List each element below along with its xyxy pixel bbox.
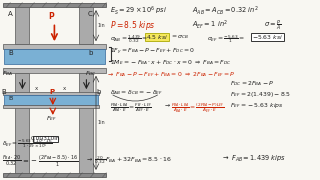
Text: $\frac{F_{BA} \cdot L_{BA}}{A_{BA} \cdot E} = \frac{(2F_{BA}-P)L_{EF}}{A_{EF} \c: $\frac{F_{BA} \cdot L_{BA}}{A_{BA} \cdot… [171,102,225,115]
Text: B: B [8,50,13,56]
Text: $F_{EF} = -5.63\ kips$: $F_{EF} = -5.63\ kips$ [230,101,284,110]
FancyBboxPatch shape [33,136,58,142]
Text: $= -\frac{(2F_{BA}-8.5) \cdot 16}{1}$: $= -\frac{(2F_{BA}-8.5) \cdot 16}{1}$ [21,154,78,170]
Text: P: P [49,89,54,96]
Polygon shape [15,73,29,173]
Polygon shape [15,7,29,44]
Text: $F_{EF}$: $F_{EF}$ [46,114,57,123]
Text: P: P [48,12,54,21]
Text: $\Sigma F_y = F_{BA} - P - F_{EF} + F_{DC} = 0$: $\Sigma F_y = F_{BA} - P - F_{EF} + F_{D… [110,47,196,57]
Text: $P = 8.5\ kips$: $P = 8.5\ kips$ [110,19,156,32]
Text: $A_{EF} = 1\ in^2$: $A_{EF} = 1\ in^2$ [192,19,228,31]
Text: x: x [62,86,66,91]
Text: $\rightarrow$: $\rightarrow$ [163,102,171,109]
Text: $\sigma_{EF} = \frac{-5.63}{1} =$: $\sigma_{EF} = \frac{-5.63}{1} =$ [207,33,246,45]
Text: $\rightarrow\ F_{AB} = 1.439\ kips$: $\rightarrow\ F_{AB} = 1.439\ kips$ [221,154,286,164]
Text: b: b [88,50,92,56]
Text: $F_{BA}$: $F_{BA}$ [2,69,13,78]
Text: $\delta_{EF} = \frac{-5.63\times10^3 \cdot 16}{1 \cdot 29\times10^6}$: $\delta_{EF} = \frac{-5.63\times10^3 \cd… [2,136,52,151]
Text: $\Sigma M_E = -F_{BA} \cdot x + F_{DC} \cdot x = 0\ \Rightarrow\ F_{BA} = F_{DC}: $\Sigma M_E = -F_{BA} \cdot x + F_{DC} \… [110,58,232,67]
Text: $= \sigma_{CB}$: $= \sigma_{CB}$ [170,33,189,41]
Text: 0.00310in: 0.00310in [31,136,60,141]
Text: $\frac{F_{BA} \cdot L_{BA}}{A_{BA} \cdot E} = \frac{F_{EF} \cdot L_{EF}}{A_{EF} : $\frac{F_{BA} \cdot L_{BA}}{A_{BA} \cdot… [110,102,152,115]
Text: $-5.63\ ksi$: $-5.63\ ksi$ [252,33,284,41]
Polygon shape [79,73,93,173]
Text: B: B [2,89,6,95]
Text: 1in: 1in [98,23,105,28]
Polygon shape [3,92,99,95]
Polygon shape [4,95,98,105]
Text: 1in: 1in [98,120,105,125]
Text: B: B [8,96,12,101]
Polygon shape [3,105,99,108]
Text: $\frac{F_{BA} \cdot 20}{0.32}$: $\frac{F_{BA} \cdot 20}{0.32}$ [2,154,21,169]
Text: $\sigma_{AB} = \frac{1.439}{0.32} =$: $\sigma_{AB} = \frac{1.439}{0.32} =$ [110,33,148,45]
Text: $F_{DC}$: $F_{DC}$ [85,69,97,78]
Text: $\rightarrow\ F_{BA} - P - F_{EF} + F_{BA} = 0\ \Rightarrow\ 2F_{BA} - F_{EF} = : $\rightarrow\ F_{BA} - P - F_{EF} + F_{B… [106,70,235,79]
Text: $\rightarrow\ \frac{20}{0.32}F_{BA} + 32F_{BA} = 8.5 \cdot 16$: $\rightarrow\ \frac{20}{0.32}F_{BA} + 32… [85,154,172,166]
FancyBboxPatch shape [145,33,169,41]
Text: $E_S = 29\times10^6\ psi$: $E_S = 29\times10^6\ psi$ [110,4,168,17]
Text: C: C [88,11,93,17]
Text: $\delta_{AB} = \delta_{CB} = -\delta_{EF}$: $\delta_{AB} = \delta_{CB} = -\delta_{EF… [110,88,164,97]
Text: $\sigma = \frac{P}{A}$: $\sigma = \frac{P}{A}$ [264,19,282,33]
Polygon shape [3,68,106,73]
Polygon shape [3,173,106,177]
Text: $A_{AB} = A_{CB} = 0.32\ in^2$: $A_{AB} = A_{CB} = 0.32\ in^2$ [192,4,259,17]
Polygon shape [3,44,106,49]
Text: $F_{DC} = 2F_{BA} - P$: $F_{DC} = 2F_{BA} - P$ [230,79,275,88]
Polygon shape [4,49,105,64]
Text: x: x [35,86,38,91]
Text: A: A [8,11,13,17]
Text: $4.5\ ksi$: $4.5\ ksi$ [146,33,168,41]
Text: $F_{EF} = 2(1.439) - 8.5$: $F_{EF} = 2(1.439) - 8.5$ [230,90,292,99]
Text: b: b [96,89,100,95]
Polygon shape [3,3,106,7]
Polygon shape [79,7,93,44]
FancyBboxPatch shape [251,33,284,41]
